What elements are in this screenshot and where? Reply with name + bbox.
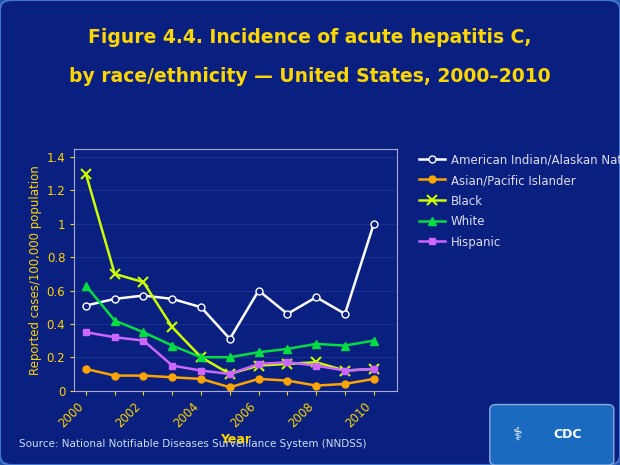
White: [312, 341, 320, 347]
Line: American Indian/Alaskan Native: American Indian/Alaskan Native: [82, 220, 377, 342]
Line: Black: Black: [81, 169, 379, 379]
Black: [197, 354, 205, 360]
White: [370, 338, 378, 343]
Asian/Pacific Islander: [284, 378, 291, 383]
American Indian/Alaskan Native: [312, 294, 320, 300]
Asian/Pacific Islander: [111, 373, 118, 379]
Hispanic: [82, 329, 90, 335]
American Indian/Alaskan Native: [169, 296, 176, 302]
American Indian/Alaskan Native: [197, 305, 205, 310]
Line: White: White: [82, 281, 378, 361]
Black: [312, 359, 320, 365]
White: [255, 350, 262, 355]
American Indian/Alaskan Native: [226, 336, 234, 342]
Line: Hispanic: Hispanic: [82, 329, 377, 378]
Hispanic: [111, 334, 118, 340]
Black: [370, 366, 378, 372]
Text: by race/ethnicity — United States, 2000–2010: by race/ethnicity — United States, 2000–…: [69, 67, 551, 86]
Hispanic: [255, 361, 262, 367]
American Indian/Alaskan Native: [140, 293, 147, 299]
American Indian/Alaskan Native: [82, 303, 90, 308]
Black: [111, 271, 118, 277]
Y-axis label: Reported cases/100,000 population: Reported cases/100,000 population: [30, 165, 42, 375]
Black: [169, 325, 176, 330]
Asian/Pacific Islander: [197, 376, 205, 382]
American Indian/Alaskan Native: [341, 311, 348, 317]
Hispanic: [197, 368, 205, 373]
White: [140, 329, 147, 335]
Asian/Pacific Islander: [312, 383, 320, 388]
American Indian/Alaskan Native: [284, 311, 291, 317]
Asian/Pacific Islander: [255, 376, 262, 382]
Text: Figure 4.4. Incidence of acute hepatitis C,: Figure 4.4. Incidence of acute hepatitis…: [88, 28, 532, 47]
White: [111, 318, 118, 323]
Hispanic: [312, 363, 320, 368]
Black: [226, 371, 234, 377]
American Indian/Alaskan Native: [255, 288, 262, 293]
White: [169, 343, 176, 348]
Hispanic: [284, 359, 291, 365]
Hispanic: [341, 368, 348, 373]
Hispanic: [226, 371, 234, 377]
Text: CDC: CDC: [553, 428, 582, 441]
White: [226, 354, 234, 360]
Asian/Pacific Islander: [82, 366, 90, 372]
American Indian/Alaskan Native: [370, 221, 378, 226]
American Indian/Alaskan Native: [111, 296, 118, 302]
Hispanic: [169, 363, 176, 368]
X-axis label: Year: Year: [220, 432, 251, 445]
Hispanic: [370, 366, 378, 372]
Black: [284, 361, 291, 367]
Asian/Pacific Islander: [169, 374, 176, 380]
Black: [341, 368, 348, 373]
Asian/Pacific Islander: [226, 385, 234, 390]
Black: [255, 363, 262, 368]
Legend: American Indian/Alaskan Native, Asian/Pacific Islander, Black, White, Hispanic: American Indian/Alaskan Native, Asian/Pa…: [415, 150, 620, 252]
Hispanic: [140, 338, 147, 343]
FancyBboxPatch shape: [490, 405, 614, 465]
Text: Source: National Notifiable Diseases Surveillance System (NNDSS): Source: National Notifiable Diseases Sur…: [19, 438, 366, 449]
White: [82, 283, 90, 288]
White: [341, 343, 348, 348]
Asian/Pacific Islander: [140, 373, 147, 379]
Black: [82, 171, 90, 177]
White: [197, 354, 205, 360]
Text: ⚕: ⚕: [513, 426, 523, 444]
White: [284, 346, 291, 352]
Black: [140, 279, 147, 285]
Line: Asian/Pacific Islander: Asian/Pacific Islander: [82, 365, 377, 391]
Asian/Pacific Islander: [341, 381, 348, 387]
Asian/Pacific Islander: [370, 376, 378, 382]
